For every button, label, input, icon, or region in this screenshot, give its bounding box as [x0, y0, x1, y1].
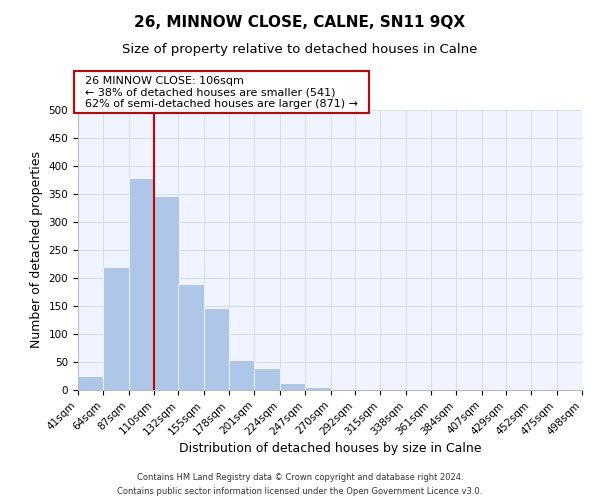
- Y-axis label: Number of detached properties: Number of detached properties: [30, 152, 43, 348]
- Text: Contains public sector information licensed under the Open Government Licence v3: Contains public sector information licen…: [118, 488, 482, 496]
- Bar: [178, 284, 204, 390]
- Text: Contains HM Land Registry data © Crown copyright and database right 2024.: Contains HM Land Registry data © Crown c…: [137, 472, 463, 482]
- Bar: [229, 360, 254, 390]
- Text: 26, MINNOW CLOSE, CALNE, SN11 9QX: 26, MINNOW CLOSE, CALNE, SN11 9QX: [134, 15, 466, 30]
- Bar: [254, 368, 280, 390]
- Text: Size of property relative to detached houses in Calne: Size of property relative to detached ho…: [122, 42, 478, 56]
- Bar: [129, 178, 154, 390]
- Bar: [557, 389, 582, 390]
- Text: 26 MINNOW CLOSE: 106sqm  
  ← 38% of detached houses are smaller (541)  
  62% o: 26 MINNOW CLOSE: 106sqm ← 38% of detache…: [78, 76, 365, 109]
- Bar: [204, 308, 229, 390]
- Bar: [280, 382, 305, 390]
- X-axis label: Distribution of detached houses by size in Calne: Distribution of detached houses by size …: [179, 442, 481, 455]
- Bar: [78, 376, 103, 390]
- Bar: [305, 386, 331, 390]
- Bar: [154, 196, 179, 390]
- Bar: [103, 267, 129, 390]
